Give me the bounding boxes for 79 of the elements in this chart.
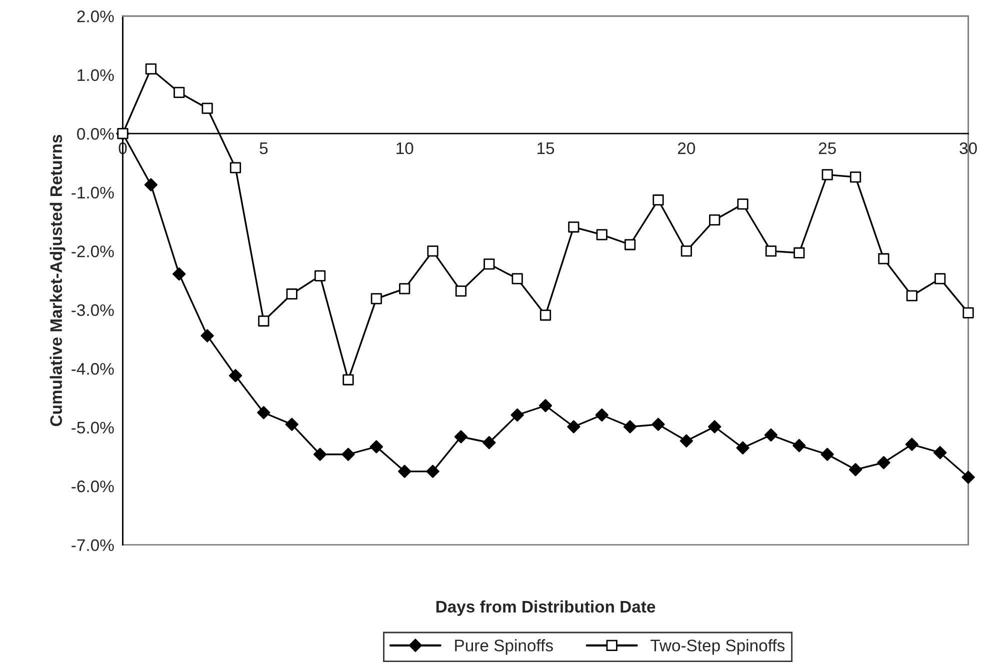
point xyxy=(568,221,580,233)
point xyxy=(962,470,975,484)
y-tick-label: 1.0% xyxy=(78,69,114,82)
x-axis-title: Days from Distribution Date xyxy=(436,600,656,616)
y-axis-title: Cumulative Market-Adjusted Returns xyxy=(50,134,66,426)
x-tick-label: 25 xyxy=(818,142,836,154)
legend-label: Pure Spinoffs xyxy=(455,639,553,655)
point xyxy=(145,63,156,75)
point xyxy=(455,285,467,297)
point xyxy=(484,258,495,270)
point xyxy=(934,273,946,284)
point xyxy=(144,178,158,192)
y-tick-label: -6.0% xyxy=(72,480,114,492)
point xyxy=(596,229,608,240)
point xyxy=(595,408,608,422)
point xyxy=(427,246,438,257)
y-tick-label: 0.0% xyxy=(77,128,114,140)
point xyxy=(230,162,242,174)
point xyxy=(877,456,890,470)
point xyxy=(426,464,440,478)
point xyxy=(285,418,298,432)
point xyxy=(848,463,862,476)
point xyxy=(708,420,722,434)
x-tick-label: 20 xyxy=(678,142,696,154)
point xyxy=(709,214,720,226)
point xyxy=(314,270,326,282)
point xyxy=(765,246,777,257)
point xyxy=(174,86,185,98)
point xyxy=(398,464,412,478)
point xyxy=(624,239,636,250)
point xyxy=(258,315,270,327)
point xyxy=(792,438,806,452)
y-tick-label: -7.0% xyxy=(72,539,114,552)
point xyxy=(680,434,694,448)
point xyxy=(933,446,947,460)
point xyxy=(257,406,270,420)
point xyxy=(905,438,918,451)
point xyxy=(850,172,862,183)
point xyxy=(228,369,242,382)
x-tick-label: 15 xyxy=(538,142,554,154)
point xyxy=(342,374,354,386)
point xyxy=(737,198,748,210)
legend-label: Two-Step Spinoffs xyxy=(650,639,785,655)
point xyxy=(962,307,974,318)
y-tick-label: -1.0% xyxy=(72,186,114,199)
point xyxy=(906,290,918,302)
point xyxy=(172,267,186,281)
point xyxy=(399,283,410,294)
point xyxy=(538,399,552,412)
point xyxy=(482,436,496,450)
point xyxy=(652,418,665,432)
point xyxy=(510,408,524,422)
point xyxy=(567,420,580,434)
point xyxy=(370,440,383,454)
point xyxy=(313,448,327,461)
y-tick-label: 2.0% xyxy=(77,10,114,22)
point xyxy=(540,310,552,321)
point xyxy=(370,293,382,304)
point xyxy=(512,273,523,284)
point xyxy=(822,169,833,180)
point xyxy=(764,428,778,442)
x-tick-label: 10 xyxy=(396,142,414,154)
point xyxy=(794,247,805,258)
y-tick-label: -5.0% xyxy=(72,422,114,434)
point xyxy=(736,441,750,455)
point xyxy=(878,253,890,264)
point xyxy=(652,194,664,206)
y-tick-label: -2.0% xyxy=(72,246,114,258)
x-tick-label: 5 xyxy=(260,142,268,154)
point xyxy=(286,288,298,300)
point xyxy=(202,102,213,114)
y-tick-label: -4.0% xyxy=(72,363,114,375)
point xyxy=(820,448,834,461)
point xyxy=(342,448,355,461)
point xyxy=(680,246,692,257)
point xyxy=(200,329,214,342)
point xyxy=(623,420,637,434)
y-tick-label: -3.0% xyxy=(72,304,114,316)
point xyxy=(454,430,468,444)
